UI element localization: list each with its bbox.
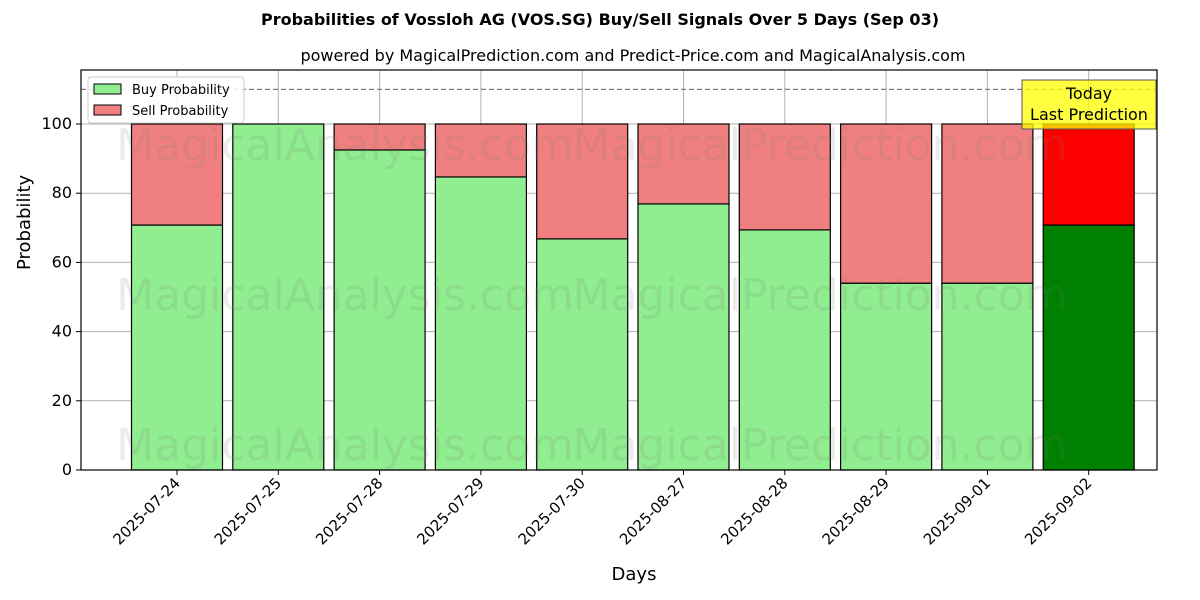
buy-bar	[536, 238, 629, 471]
buy-bar	[130, 224, 224, 471]
x-tick-label: 2025-07-25	[211, 474, 285, 548]
sell-bar	[637, 123, 730, 205]
sell-bar	[536, 123, 629, 240]
chart-subtitle: powered by MagicalPrediction.com and Pre…	[300, 46, 966, 65]
watermark-text: MagicalPrediction.com	[573, 420, 1068, 471]
x-tick-label: 2025-09-01	[920, 474, 994, 548]
x-tick-label: 2025-07-29	[413, 474, 487, 548]
sell-bar	[738, 123, 831, 231]
watermark-text: MagicalPrediction.com	[573, 120, 1068, 171]
x-axis-label: Days	[612, 564, 657, 585]
today-annotation-box	[1021, 79, 1157, 130]
legend-label: Sell Probability	[132, 104, 229, 119]
x-tick-label: 2025-07-24	[109, 474, 183, 548]
today-annotation-text: Today	[1065, 84, 1112, 103]
sell-bar	[941, 123, 1034, 284]
sell-bar	[1042, 123, 1135, 226]
y-tick-label: 80	[52, 183, 72, 202]
watermark-text: MagicalAnalysis.com	[116, 270, 574, 321]
y-tick-label: 20	[52, 391, 72, 410]
y-tick-label: 100	[41, 114, 72, 133]
buy-bar	[1042, 224, 1135, 471]
chart-title: Probabilities of Vossloh AG (VOS.SG) Buy…	[260, 10, 940, 29]
x-tick-label: 2025-08-29	[819, 474, 893, 548]
legend-label: Buy Probability	[132, 83, 230, 98]
sell-bar	[130, 123, 224, 226]
y-tick-label: 40	[52, 322, 72, 341]
buy-bar	[738, 229, 831, 471]
sell-bar	[839, 123, 933, 284]
buy-bar	[333, 149, 426, 471]
buy-bar	[941, 282, 1034, 471]
buy-bar	[637, 203, 730, 471]
x-tick-label: 2025-07-28	[312, 474, 386, 548]
legend-swatch	[93, 104, 122, 116]
watermark-text: MagicalAnalysis.com	[116, 420, 574, 471]
legend	[87, 76, 245, 124]
buy-bar	[232, 123, 325, 471]
y-tick-label: 60	[52, 252, 72, 271]
axes-frame	[80, 69, 1158, 471]
sell-bar	[333, 123, 426, 151]
x-tick-label: 2025-08-28	[717, 474, 791, 548]
sell-bar	[434, 123, 527, 178]
x-tick-label: 2025-09-02	[1021, 474, 1095, 548]
legend-swatch	[93, 83, 122, 95]
today-annotation-text: Last Prediction	[1030, 105, 1148, 124]
watermark-text: MagicalPrediction.com	[573, 270, 1068, 321]
buy-bar	[839, 282, 933, 471]
y-tick-label: 0	[62, 460, 72, 479]
x-tick-label: 2025-07-30	[515, 474, 589, 548]
watermark-text: MagicalAnalysis.com	[116, 120, 574, 171]
x-tick-label: 2025-08-27	[616, 474, 690, 548]
